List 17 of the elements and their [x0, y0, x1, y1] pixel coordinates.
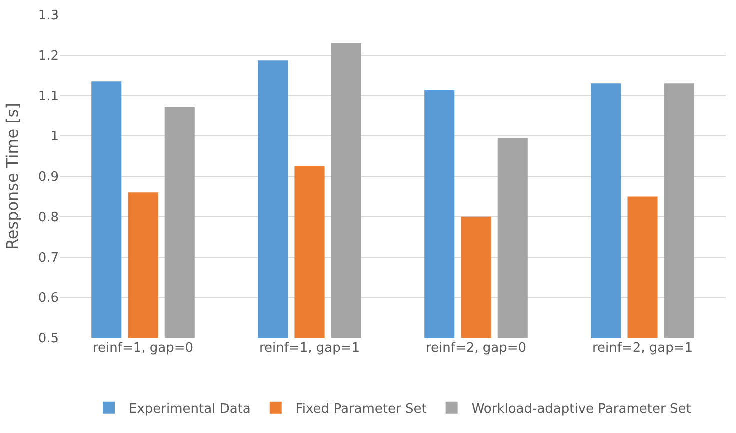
y-tick-label: 1.2 — [38, 48, 59, 64]
y-tick-label: 0.9 — [38, 170, 59, 186]
legend-label: Workload-adaptive Parameter Set — [472, 402, 692, 417]
x-tick-label: reinf=2, gap=1 — [592, 341, 694, 356]
legend-label: Fixed Parameter Set — [296, 402, 427, 417]
x-tick-label: reinf=1, gap=1 — [259, 341, 360, 356]
y-tick-label: 0.7 — [38, 250, 59, 266]
x-tick-label: reinf=2, gap=0 — [426, 341, 527, 356]
y-axis-title: Response Time [s] — [3, 103, 22, 250]
y-tick-label: 1.3 — [38, 8, 59, 24]
x-tick-label: reinf=1, gap=0 — [92, 341, 194, 356]
y-tick-label: 1.1 — [38, 89, 59, 104]
y-tick-label: 0.5 — [38, 332, 59, 347]
legend-label: Experimental Data — [129, 402, 251, 417]
y-tick-label: 0.6 — [38, 291, 59, 306]
y-tick-label: 0.8 — [38, 210, 59, 226]
y-tick-label: 1 — [50, 130, 59, 145]
